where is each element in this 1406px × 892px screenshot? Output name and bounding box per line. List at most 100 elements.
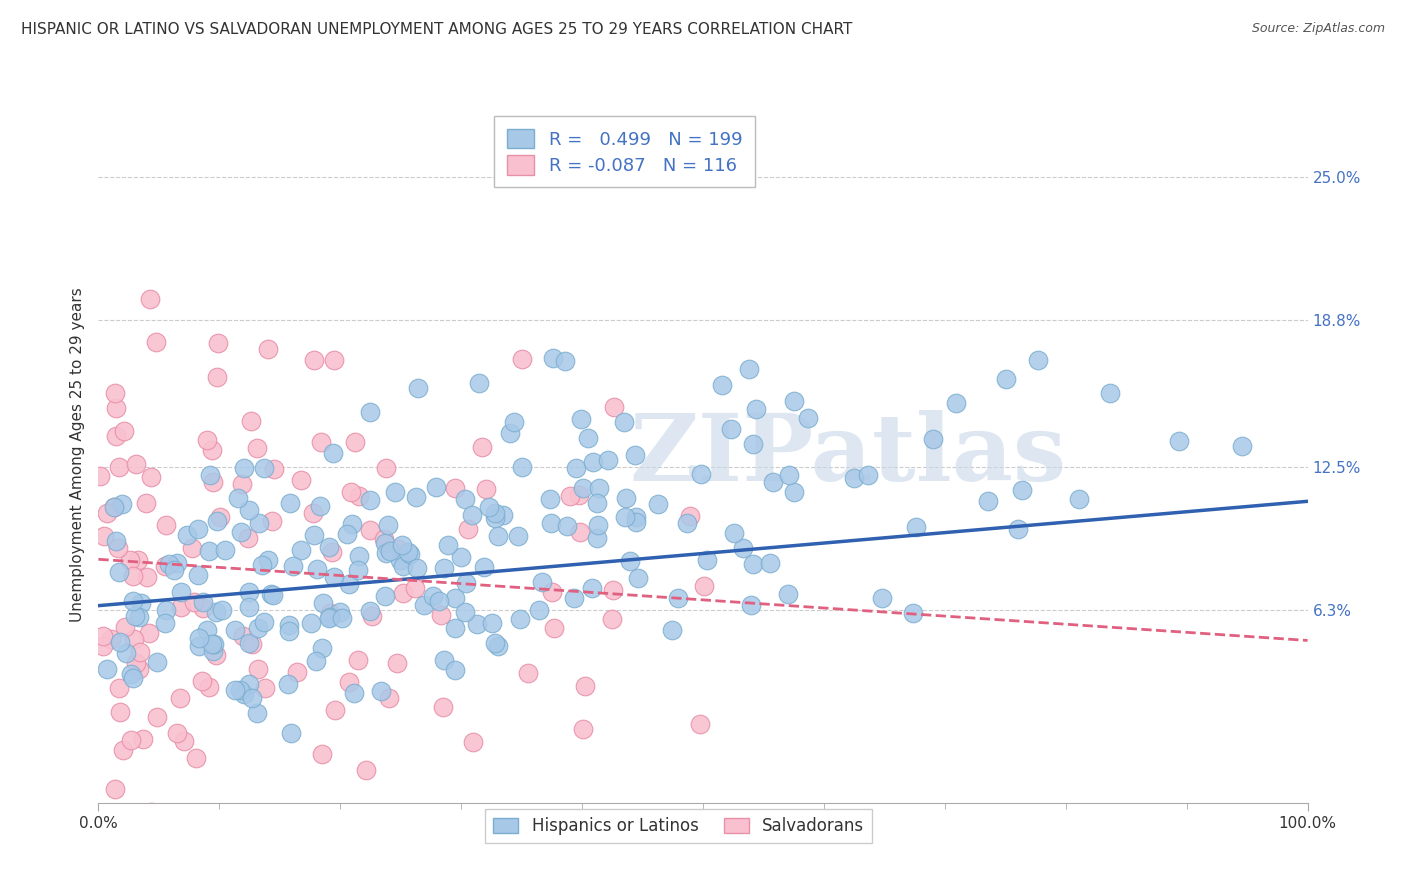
Point [184, 751, 207, 765]
Point [600, 612, 623, 626]
Point [374, 590, 396, 604]
Point [385, 656, 408, 670]
Point [89, 469, 111, 483]
Point [290, 473, 312, 487]
Point [460, 508, 482, 522]
Point [191, 595, 214, 609]
Point [340, 484, 363, 499]
Point [731, 541, 754, 555]
Point [128, 662, 150, 676]
Point [343, 434, 366, 449]
Point [120, 666, 142, 681]
Point [107, 460, 129, 475]
Point [278, 496, 301, 510]
Point [484, 506, 506, 520]
Point [111, 742, 134, 756]
Point [359, 492, 381, 507]
Point [141, 816, 163, 830]
Point [277, 677, 299, 691]
Point [247, 621, 270, 635]
Point [280, 726, 302, 740]
Point [183, 595, 205, 609]
Point [921, 432, 943, 446]
Point [568, 525, 591, 540]
Point [481, 616, 503, 631]
Point [305, 655, 328, 669]
Point [538, 491, 561, 506]
Point [486, 529, 509, 543]
Point [568, 488, 591, 502]
Point [377, 542, 399, 557]
Point [145, 334, 167, 349]
Point [208, 510, 231, 524]
Point [100, 632, 122, 646]
Point [783, 485, 806, 500]
Point [742, 436, 765, 450]
Point [661, 623, 683, 637]
Point [232, 629, 254, 643]
Point [347, 489, 370, 503]
Point [124, 609, 146, 624]
Point [586, 531, 609, 545]
Point [484, 635, 506, 649]
Point [139, 805, 162, 819]
Point [723, 525, 745, 540]
Point [169, 585, 191, 599]
Point [104, 385, 127, 400]
Point [308, 499, 330, 513]
Point [406, 561, 429, 575]
Point [129, 645, 152, 659]
Point [783, 394, 806, 409]
Point [842, 471, 865, 485]
Point [110, 705, 132, 719]
Point [250, 558, 273, 572]
Point [443, 591, 465, 605]
Point [689, 467, 711, 481]
Point [471, 440, 494, 454]
Point [554, 354, 576, 368]
Point [346, 653, 368, 667]
Point [444, 481, 467, 495]
Point [91, 629, 114, 643]
Point [127, 552, 149, 566]
Point [336, 526, 359, 541]
Point [187, 568, 209, 582]
Point [689, 716, 711, 731]
Point [740, 598, 762, 612]
Point [576, 431, 599, 445]
Point [574, 679, 596, 693]
Point [472, 560, 495, 574]
Point [224, 683, 246, 698]
Y-axis label: Unemployment Among Ages 25 to 29 years: Unemployment Among Ages 25 to 29 years [69, 287, 84, 623]
Point [427, 594, 450, 608]
Point [246, 441, 269, 455]
Point [457, 522, 479, 536]
Point [188, 632, 211, 646]
Point [285, 665, 308, 679]
Point [330, 611, 353, 625]
Point [377, 517, 399, 532]
Point [370, 684, 392, 698]
Point [425, 480, 447, 494]
Point [302, 507, 325, 521]
Point [738, 362, 761, 376]
Point [994, 372, 1017, 386]
Point [541, 584, 564, 599]
Point [201, 443, 224, 458]
Point [347, 563, 370, 577]
Point [406, 381, 429, 395]
Point [181, 541, 204, 555]
Point [122, 568, 145, 582]
Point [627, 571, 650, 585]
Point [359, 523, 381, 537]
Point [517, 665, 540, 680]
Point [120, 733, 142, 747]
Point [114, 646, 136, 660]
Point [91, 639, 114, 653]
Point [450, 550, 472, 565]
Point [311, 435, 333, 450]
Point [454, 575, 477, 590]
Point [107, 541, 129, 556]
Point [619, 554, 641, 568]
Point [260, 587, 283, 601]
